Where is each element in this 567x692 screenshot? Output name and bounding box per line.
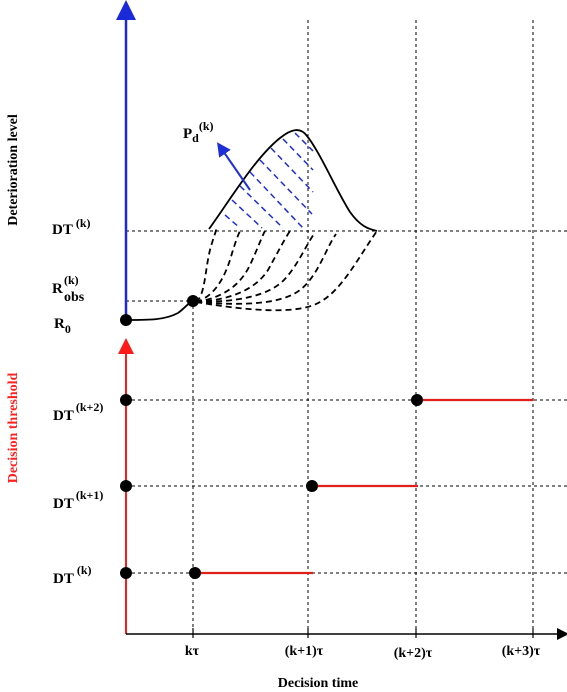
vertical-grid-lines	[192, 20, 534, 632]
pdf-curve	[208, 129, 378, 232]
prediction-path	[195, 230, 266, 303]
dt-top-sup: (k)	[76, 216, 91, 230]
pd-pointer-arrow	[217, 142, 251, 191]
robs-label-sup: (k)	[64, 273, 79, 287]
robs-label-base: R	[52, 281, 63, 297]
hatch-line	[224, 214, 241, 229]
threshold-point-k2	[411, 394, 423, 406]
pd-base: P	[183, 126, 192, 142]
prediction-path	[195, 233, 315, 303]
pd-sub: d	[192, 131, 199, 145]
axis-dot-dt-k	[120, 567, 132, 579]
hatch-line	[282, 138, 314, 171]
hatch-line	[249, 171, 304, 229]
x-tick-k1tau: (k+1)τ	[285, 644, 324, 659]
x-tick-k3tau: (k+3)τ	[502, 644, 541, 659]
y-top-axis-label: Deterioration level	[6, 114, 21, 226]
dt-k2-label: DT(k+2)	[53, 400, 103, 424]
axis-dot-dt-k2	[120, 394, 132, 406]
prediction-path	[195, 230, 291, 303]
dt-k1-sup: (k+1)	[76, 488, 104, 502]
prediction-path	[195, 230, 241, 303]
r0-sub: 0	[65, 322, 71, 336]
predicted-deterioration-paths	[195, 227, 378, 312]
pd-label: Pd(k)	[183, 119, 214, 145]
dt-top-base: DT	[52, 222, 73, 238]
dt-k-sup: (k)	[77, 563, 92, 577]
observed-deterioration-path	[125, 300, 194, 321]
prediction-path	[195, 233, 337, 305]
dt-k1-base: DT	[53, 496, 74, 512]
hatch-line	[259, 159, 313, 215]
pdf-hatch-area	[224, 132, 314, 229]
y-bottom-axis-label: Decision threshold	[6, 372, 21, 483]
axis-dot-dt-k1	[120, 480, 132, 492]
x-axis-label: Decision time	[278, 676, 358, 691]
hatch-line	[294, 132, 314, 152]
hatch-line	[270, 147, 314, 193]
threshold-point-k1	[306, 480, 318, 492]
x-tick-ktau: kτ	[185, 644, 200, 659]
pd-sup: (k)	[199, 119, 214, 133]
r0-base: R	[54, 316, 65, 332]
dt-k-base: DT	[53, 571, 74, 587]
r0-label: R0	[54, 316, 71, 336]
prediction-path	[195, 230, 378, 312]
threshold-point-k	[189, 567, 201, 579]
threshold-steps	[120, 394, 533, 579]
hatch-line	[231, 199, 263, 229]
r0-point	[120, 314, 132, 326]
robs-point	[187, 295, 199, 307]
x-tick-k2tau: (k+2)τ	[394, 646, 433, 661]
dt-k2-base: DT	[53, 408, 74, 424]
dt-k-label: DT(k)	[53, 563, 92, 587]
robs-label-sub: obs	[64, 290, 85, 305]
horizontal-grid-lines	[126, 230, 567, 574]
dt-k2-sup: (k+2)	[76, 400, 104, 414]
hatch-line	[239, 185, 284, 229]
dt-k1-label: DT(k+1)	[53, 488, 103, 512]
dt-top-label: DT (k)	[52, 216, 91, 238]
prediction-path	[195, 227, 218, 303]
